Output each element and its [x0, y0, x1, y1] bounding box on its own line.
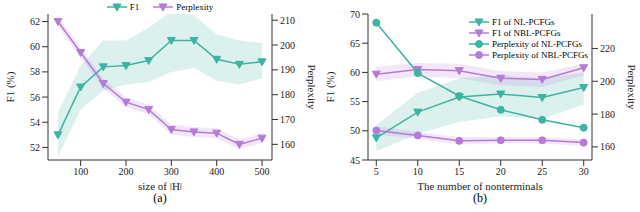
svg-text:65: 65 [350, 38, 360, 49]
html-text:Perplexity of NL-PCFGs: Perplexity of NL-PCFGs [492, 38, 582, 49]
svg-text:Perplexity: Perplexity [626, 64, 632, 110]
svg-text:F1 (%): F1 (%) [324, 71, 337, 102]
svg-text:70: 70 [350, 9, 360, 20]
svg-text:25: 25 [537, 166, 547, 177]
svg-text:5: 5 [374, 166, 379, 177]
svg-text:190: 190 [280, 64, 295, 75]
svg-text:30: 30 [579, 166, 589, 177]
svg-text:62: 62 [30, 16, 40, 27]
svg-text:220: 220 [600, 43, 615, 54]
svg-text:size of |H|: size of |H| [138, 180, 182, 190]
svg-text:20: 20 [496, 166, 506, 177]
svg-text:50: 50 [350, 125, 360, 136]
html-text:(b): (b) [473, 191, 487, 205]
html-text:F1 of NBL-PCFGs: F1 of NBL-PCFGs [492, 27, 561, 38]
svg-text:15: 15 [454, 166, 464, 177]
svg-text:200: 200 [118, 166, 133, 177]
svg-text:The number of nonterminals: The number of nonterminals [417, 180, 543, 190]
svg-text:56: 56 [30, 92, 40, 103]
html-text:F1: F1 [129, 1, 140, 12]
html-text:Perplexity of NBL-PCFGs: Perplexity of NBL-PCFGs [492, 49, 588, 60]
svg-text:160: 160 [280, 139, 295, 150]
svg-text:200: 200 [280, 40, 295, 51]
svg-text:160: 160 [600, 141, 615, 152]
svg-text:60: 60 [350, 67, 360, 78]
html-text:F1 of NL-PCFGs: F1 of NL-PCFGs [492, 16, 555, 27]
html-text:(a): (a) [153, 191, 167, 205]
svg-text:400: 400 [209, 166, 224, 177]
svg-text:F1 (%): F1 (%) [8, 71, 17, 102]
svg-text:180: 180 [280, 89, 295, 100]
svg-text:170: 170 [280, 114, 295, 125]
svg-text:210: 210 [280, 15, 295, 26]
svg-text:55: 55 [350, 96, 360, 107]
svg-text:58: 58 [30, 66, 40, 77]
svg-text:60: 60 [30, 41, 40, 52]
svg-text:54: 54 [30, 117, 40, 128]
svg-text:Perplexity: Perplexity [306, 64, 318, 110]
svg-text:200: 200 [600, 76, 615, 87]
svg-text:100: 100 [73, 166, 88, 177]
svg-text:500: 500 [255, 166, 270, 177]
html-text:Perplexity: Perplexity [176, 1, 214, 12]
svg-text:300: 300 [164, 166, 179, 177]
svg-text:52: 52 [30, 142, 40, 153]
svg-text:180: 180 [600, 109, 615, 120]
svg-text:10: 10 [413, 166, 423, 177]
svg-text:45: 45 [350, 155, 360, 166]
